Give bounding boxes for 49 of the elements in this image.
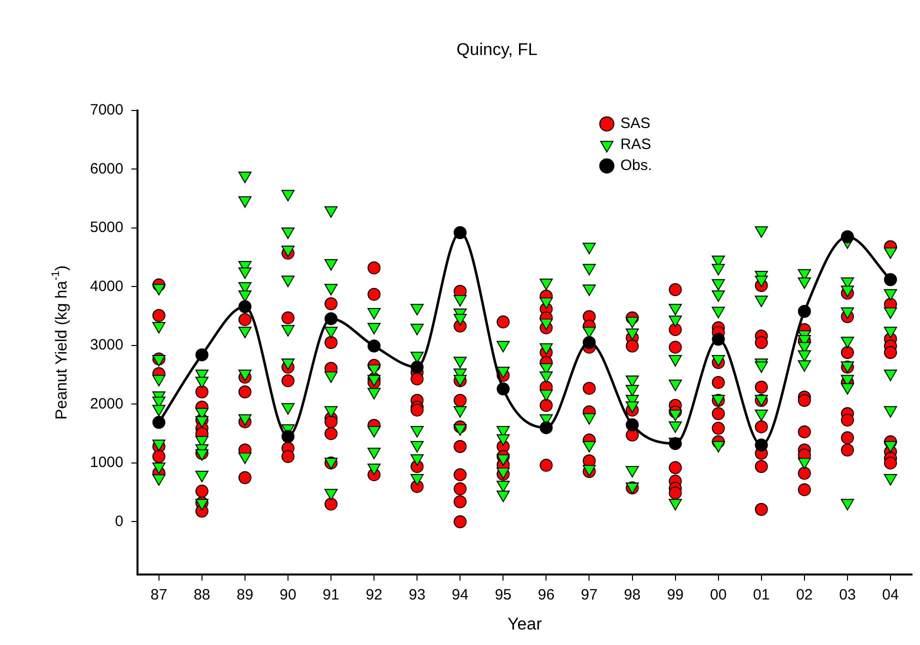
legend-label: Obs. [620,157,652,174]
x-tick-label: 88 [194,586,210,604]
x-tick-label: 91 [322,586,340,604]
point [712,332,725,346]
point [324,312,338,326]
x-tick-label: 98 [624,586,641,604]
y-tick-label: 4000 [90,278,124,295]
x-tick-label: 04 [882,586,899,604]
point [410,360,424,374]
point [626,418,639,432]
x-tick-label: 87 [150,586,168,604]
x-tick-label: 01 [753,586,770,604]
point [754,438,768,452]
y-tick-label: 6000 [90,160,124,178]
x-tick-label: 99 [666,586,684,604]
legend-label: SAS [620,115,650,132]
chart-title: Quincy, FL [456,40,538,59]
point [238,300,252,314]
point [454,226,467,240]
point [496,382,510,396]
x-tick-label: 95 [494,586,512,604]
point [195,348,208,362]
x-tick-label: 03 [839,586,856,604]
legend-label: RAS [620,136,652,154]
point [582,336,596,349]
x-tick-label: 00 [710,586,727,604]
y-axis-title: Peanut Yield (kg ha-1) [50,265,70,420]
x-tick-label: 90 [280,586,296,604]
x-tick-label: 97 [580,586,598,604]
x-tick-label: 89 [236,586,254,604]
point [798,304,811,318]
point [540,421,553,434]
y-tick-label: 1000 [90,454,124,472]
y-tick-label: 0 [115,512,124,530]
x-tick-label: 94 [452,586,468,604]
y-tick-label: 7000 [90,102,124,119]
point [152,416,166,429]
point [281,430,294,444]
point [884,273,897,286]
point [368,340,381,353]
x-tick-label: 96 [538,586,555,604]
x-tick-label: 92 [366,586,382,604]
y-tick-label: 5000 [90,219,124,236]
point [840,230,854,244]
x-tick-label: 02 [796,586,813,604]
x-tick-label: 93 [408,586,426,604]
x-axis-title: Year [508,614,542,634]
y-tick-label: 3000 [90,336,124,354]
y-tick-label: 2000 [90,395,124,412]
